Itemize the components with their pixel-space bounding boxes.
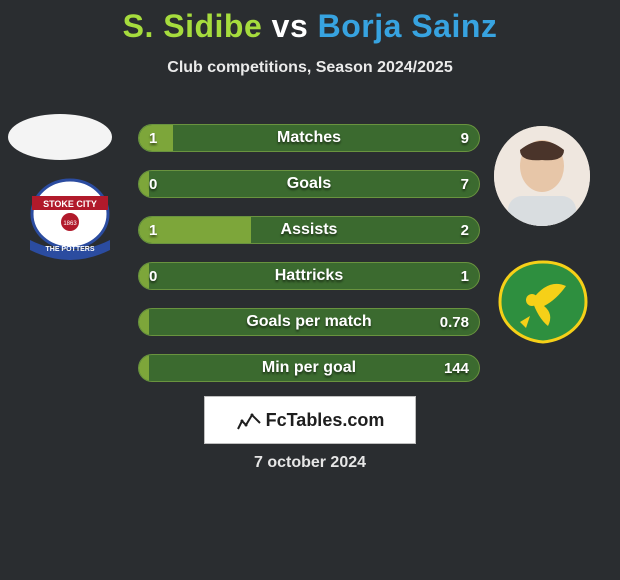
stat-value-right: 0.78 xyxy=(440,309,469,335)
player-left-name: S. Sidibe xyxy=(123,8,263,44)
page-title: S. Sidibe vs Borja Sainz xyxy=(0,0,620,45)
stat-bar: 1Matches9 xyxy=(138,124,480,152)
brand-text: FcTables.com xyxy=(236,409,385,431)
vs-text: vs xyxy=(272,8,318,44)
stat-label: Goals per match xyxy=(139,309,479,335)
stat-value-right: 9 xyxy=(461,125,469,151)
svg-text:THE POTTERS: THE POTTERS xyxy=(45,246,94,253)
player-right-name: Borja Sainz xyxy=(318,8,498,44)
subtitle: Club competitions, Season 2024/2025 xyxy=(0,59,620,77)
stat-label: Hattricks xyxy=(139,263,479,289)
club-right-badge xyxy=(496,260,590,344)
stat-value-right: 1 xyxy=(461,263,469,289)
stat-label: Min per goal xyxy=(139,355,479,381)
stat-bar: Min per goal144 xyxy=(138,354,480,382)
brand-badge: FcTables.com xyxy=(204,396,416,444)
club-left-badge: STOKE CITY 1863 THE POTTERS xyxy=(20,178,120,262)
stat-value-right: 7 xyxy=(461,171,469,197)
stat-label: Matches xyxy=(139,125,479,151)
stat-bar: 1Assists2 xyxy=(138,216,480,244)
svg-text:STOKE CITY: STOKE CITY xyxy=(43,199,97,209)
stat-value-right: 144 xyxy=(444,355,469,381)
player-left-avatar xyxy=(8,114,112,160)
stat-bar: Goals per match0.78 xyxy=(138,308,480,336)
stat-bar: 0Goals7 xyxy=(138,170,480,198)
stat-label: Goals xyxy=(139,171,479,197)
player-right-avatar xyxy=(494,126,590,226)
stat-bar: 0Hattricks1 xyxy=(138,262,480,290)
stats-bars: 1Matches90Goals71Assists20Hattricks1Goal… xyxy=(138,124,480,400)
stat-label: Assists xyxy=(139,217,479,243)
svg-text:1863: 1863 xyxy=(63,221,77,227)
footer-date: 7 october 2024 xyxy=(0,454,620,472)
stat-value-right: 2 xyxy=(461,217,469,243)
